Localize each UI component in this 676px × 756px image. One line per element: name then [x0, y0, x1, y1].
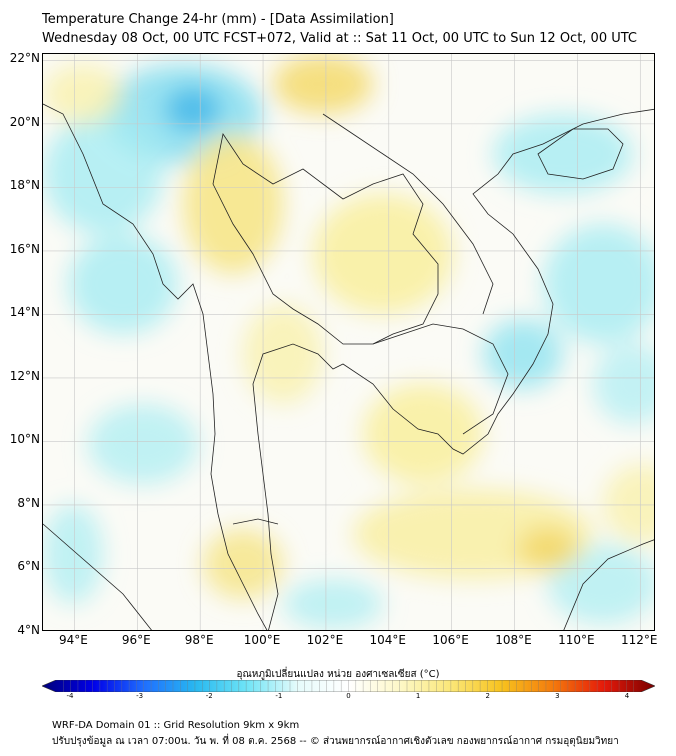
thailand-border	[212, 132, 439, 345]
lat-tick-label: 10°N	[9, 432, 40, 447]
lon-tick-label: 106°E	[432, 633, 469, 647]
colorbar-title: อุณหภูมิเปลี่ยนแปลง หน่วย องศาเซลเซียส (…	[236, 669, 440, 680]
colorbar	[42, 680, 655, 692]
colorbar-tick-label: 4	[624, 692, 630, 700]
lat-tick-label: 16°N	[9, 241, 40, 256]
lat-tick-label: 18°N	[9, 178, 40, 193]
lon-tick-label: 104°E	[369, 633, 407, 647]
lon-tick-label: 100°E	[243, 633, 281, 647]
laos-border	[322, 113, 494, 315]
lat-tick-label: 22°N	[9, 51, 40, 66]
colorbar-tick-label: -1	[275, 692, 283, 700]
lat-tick-label: 12°N	[9, 368, 40, 383]
lon-tick-label: 112°E	[621, 633, 658, 647]
sumatra-coast	[43, 523, 152, 630]
lon-tick-label: 96°E	[121, 633, 151, 647]
colorbar-tick-label: -3	[136, 692, 144, 700]
hainan-coast	[537, 128, 624, 180]
lon-tick-label: 108°E	[495, 633, 532, 647]
gulf-of-thailand-coast	[252, 108, 654, 630]
footer-model-info: WRF-DA Domain 01 :: Grid Resolution 9km …	[52, 720, 300, 731]
cambodia-border	[372, 323, 509, 435]
mainland-coastline	[43, 103, 268, 630]
lat-tick-label: 20°N	[9, 114, 40, 129]
lon-tick-label: 110°E	[558, 633, 595, 647]
lat-tick-label: 6°N	[17, 559, 40, 574]
borneo-coast	[563, 539, 654, 630]
footer-credit: ปรับปรุงข้อมูล ณ เวลา 07:00น. วัน พ. ที่…	[52, 736, 619, 747]
map-panel	[42, 53, 655, 631]
coastlines-borders	[43, 103, 654, 630]
lat-tick-label: 14°N	[9, 305, 40, 320]
colorbar-tick-label: 3	[555, 692, 560, 700]
colorbar-tick-label: 1	[415, 692, 421, 700]
lat-tick-label: 4°N	[17, 623, 40, 637]
colorbar-tick-label: -4	[66, 692, 74, 700]
graticule	[43, 54, 654, 630]
map-subtitle: Wednesday 08 Oct, 00 UTC FCST+072, Valid…	[42, 31, 638, 46]
lon-tick-label: 102°E	[306, 633, 344, 647]
colorbar-tick-label: 2	[485, 692, 490, 700]
lon-tick-label: 94°E	[58, 633, 88, 647]
colorbar-tick-label: -2	[205, 692, 213, 700]
malaysia-border	[232, 518, 279, 525]
map-title: Temperature Change 24-hr (mm) - [Data As…	[42, 12, 394, 27]
lon-tick-label: 98°E	[184, 633, 214, 647]
colorbar-tick-label: 0	[346, 692, 351, 700]
lat-tick-label: 8°N	[17, 495, 40, 510]
temperature-map	[43, 54, 654, 630]
temperature-field	[43, 54, 654, 629]
